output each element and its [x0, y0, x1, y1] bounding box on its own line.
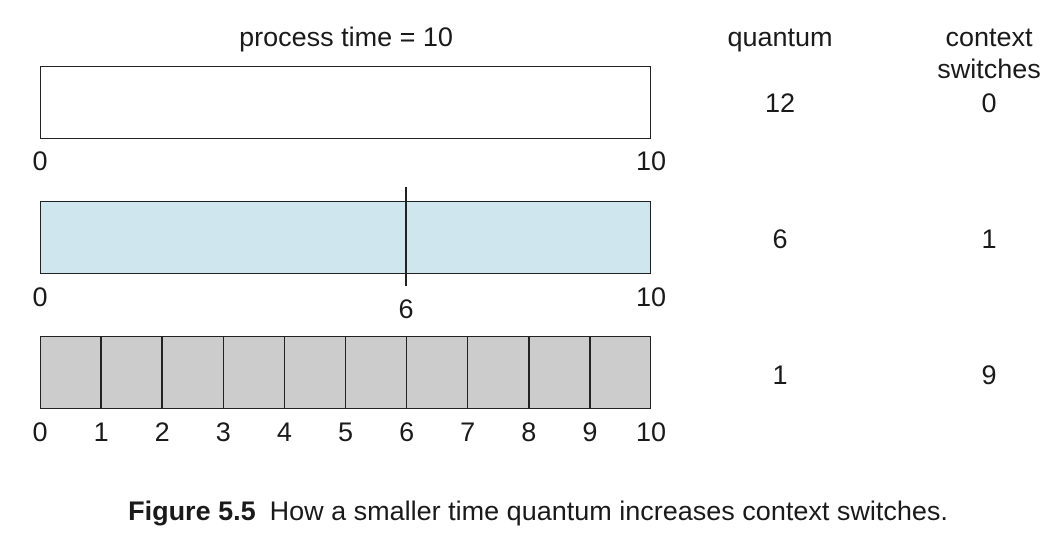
- context-switches-header-line1: context: [945, 22, 1033, 52]
- figure-caption-text: How a smaller time quantum increases con…: [269, 496, 948, 526]
- row3-divider: [344, 336, 347, 409]
- row3-tick-label: 1: [93, 417, 109, 447]
- row3-divider: [222, 336, 225, 409]
- row3-switches-value: 9: [981, 360, 997, 390]
- row3-divider: [100, 336, 102, 409]
- row3-divider: [466, 336, 469, 409]
- context-switches-header-line2: switches: [937, 54, 1041, 84]
- row2-switch-marker: [405, 187, 407, 286]
- row3-divider: [528, 336, 530, 409]
- row2-quantum-value: 6: [772, 224, 788, 254]
- process-bar-quantum-12: [40, 66, 651, 139]
- row3-tick-label: 8: [521, 417, 537, 447]
- row3-tick-label: 5: [337, 417, 354, 447]
- row1-start-label: 0: [32, 146, 48, 176]
- row3-divider: [405, 336, 408, 409]
- row1-switches-value: 0: [981, 88, 997, 118]
- process-bar-quantum-6: [40, 201, 651, 274]
- row3-tick-label: 7: [460, 417, 476, 447]
- row3-tick-label: 2: [154, 417, 170, 447]
- row3-tick-label: 3: [215, 417, 231, 447]
- row3-tick-label: 4: [276, 417, 292, 447]
- row3-divider: [161, 336, 163, 409]
- row3-divider: [283, 336, 286, 409]
- figure-label: Figure 5.5: [128, 496, 256, 526]
- row2-start-label: 0: [32, 282, 48, 312]
- row2-end-label: 10: [635, 282, 667, 312]
- row3-tick-label: 9: [582, 417, 598, 447]
- row1-quantum-value: 12: [764, 88, 796, 118]
- figure-caption: Figure 5.5 How a smaller time quantum inc…: [0, 498, 1060, 525]
- quantum-header: quantum: [727, 22, 833, 52]
- row3-tick-label: 6: [399, 417, 415, 447]
- row2-mid-label: 6: [398, 294, 414, 324]
- row3-divider: [589, 336, 591, 409]
- row2-switches-value: 1: [981, 224, 997, 254]
- row3-tick-label: 10: [635, 417, 667, 447]
- row3-quantum-value: 1: [772, 360, 788, 390]
- row3-tick-label: 0: [32, 417, 48, 447]
- process-time-label: process time = 10: [239, 22, 453, 52]
- row1-end-label: 10: [635, 146, 667, 176]
